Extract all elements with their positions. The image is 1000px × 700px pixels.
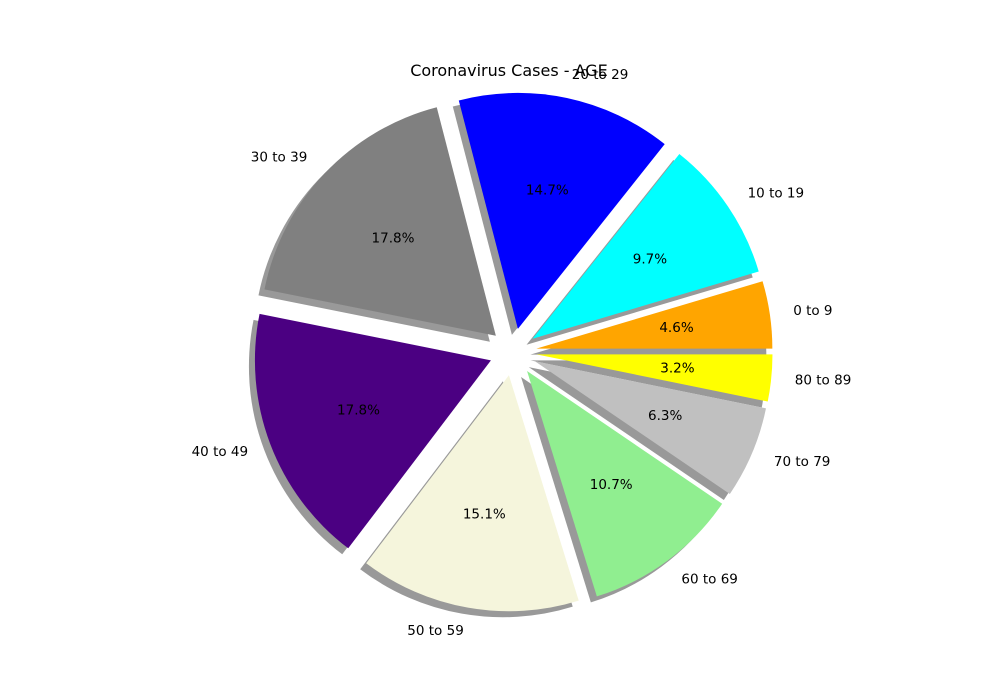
pie-slice-20-to-29	[458, 92, 665, 329]
category-labels: 0 to 9 10 to 19 20 to 29 30 to 39 40 to 49 50…	[192, 67, 852, 639]
percent-label-60-to-69: 10.7%	[590, 477, 633, 493]
category-label-10-to-19: 10 to 19	[748, 185, 805, 201]
pie-slice-70-to-79	[534, 361, 766, 494]
category-label-20-to-29: 20 to 29	[572, 67, 629, 83]
category-label-60-to-69: 60 to 69	[681, 572, 738, 588]
chart-title: Coronavirus Cases - AGE	[410, 61, 608, 80]
pie-slice-10-to-19	[532, 154, 759, 339]
pie-slice-50-to-59	[366, 375, 579, 612]
category-label-0-to-9: 0 to 9	[793, 303, 832, 319]
percent-label-0-to-9: 4.6%	[659, 320, 693, 336]
category-label-40-to-49: 40 to 49	[192, 444, 249, 460]
category-label-50-to-59: 50 to 59	[407, 623, 464, 639]
percent-label-40-to-49: 17.8%	[337, 402, 380, 418]
pie-slice-0-to-9	[536, 281, 773, 349]
percent-label-80-to-89: 3.2%	[660, 361, 694, 377]
percent-label-30-to-39: 17.8%	[372, 230, 415, 246]
percent-labels: 4.6% 9.7% 14.7% 17.8% 17.8% 15.1% 10.7% 6.3% 3.2…	[337, 182, 695, 522]
pie-slice-60-to-69	[527, 370, 723, 597]
category-label-80-to-89: 80 to 89	[795, 373, 852, 389]
category-label-70-to-79: 70 to 79	[774, 454, 831, 470]
percent-label-70-to-79: 6.3%	[648, 408, 682, 424]
category-label-30-to-39: 30 to 39	[251, 149, 308, 165]
pie-slice-80-to-89	[536, 354, 773, 402]
percent-label-10-to-19: 9.7%	[633, 252, 667, 268]
slices	[254, 92, 773, 612]
pie-slice-40-to-49	[254, 313, 491, 549]
pie-slice-30-to-39	[264, 107, 496, 336]
percent-label-20-to-29: 14.7%	[526, 182, 569, 198]
percent-label-50-to-59: 15.1%	[463, 507, 506, 523]
